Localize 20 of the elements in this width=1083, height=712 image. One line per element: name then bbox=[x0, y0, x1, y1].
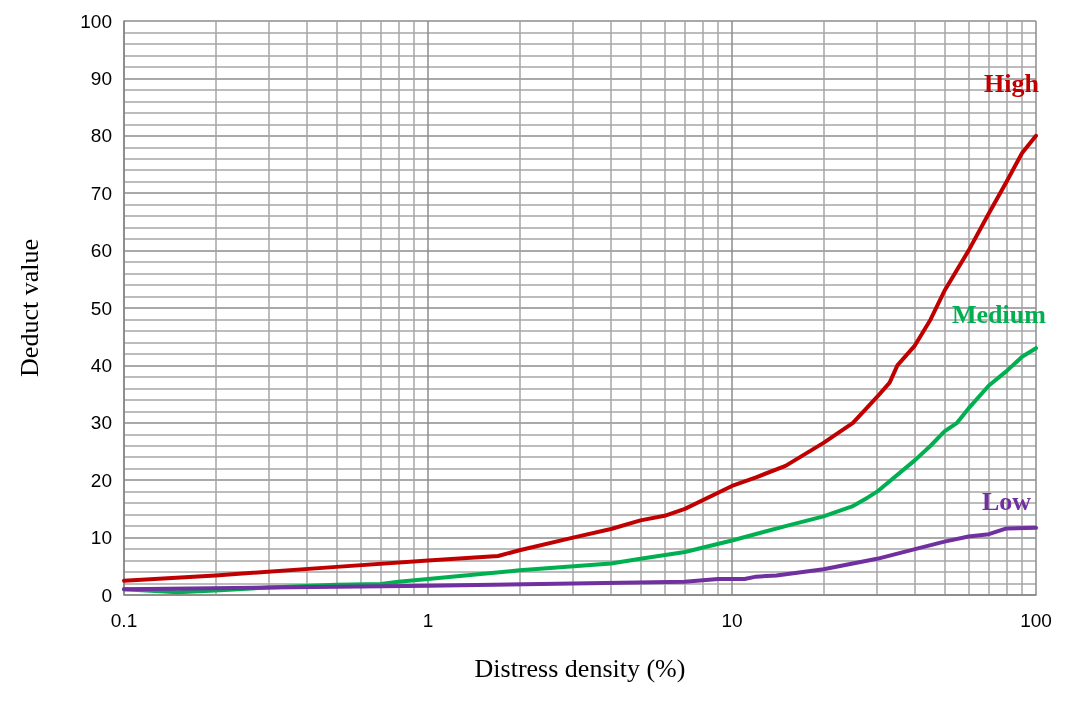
y-tick-label: 40 bbox=[90, 354, 112, 376]
y-tick-label: 60 bbox=[90, 240, 112, 262]
y-tick-label: 100 bbox=[80, 10, 112, 32]
x-axis-title: Distress density (%) bbox=[474, 653, 686, 683]
y-tick-label: 30 bbox=[90, 412, 112, 434]
y-tick-label: 20 bbox=[90, 469, 112, 491]
x-tick-label: 0.1 bbox=[110, 610, 138, 631]
series-label: High bbox=[984, 69, 1040, 99]
y-tick-label: 90 bbox=[90, 67, 112, 89]
x-tick-label: 100 bbox=[1020, 610, 1052, 631]
y-tick-label: 0 bbox=[101, 584, 112, 606]
y-axis-title: Deduct value bbox=[14, 239, 44, 377]
y-tick-label: 70 bbox=[90, 182, 112, 204]
y-tick-label: 80 bbox=[90, 125, 112, 147]
series-label: Medium bbox=[952, 299, 1047, 329]
x-tick-label: 1 bbox=[422, 610, 434, 631]
x-tick-label: 10 bbox=[721, 610, 743, 631]
series-label: Low bbox=[982, 487, 1032, 517]
y-tick-label: 50 bbox=[90, 297, 112, 319]
y-tick-label: 10 bbox=[90, 527, 112, 549]
